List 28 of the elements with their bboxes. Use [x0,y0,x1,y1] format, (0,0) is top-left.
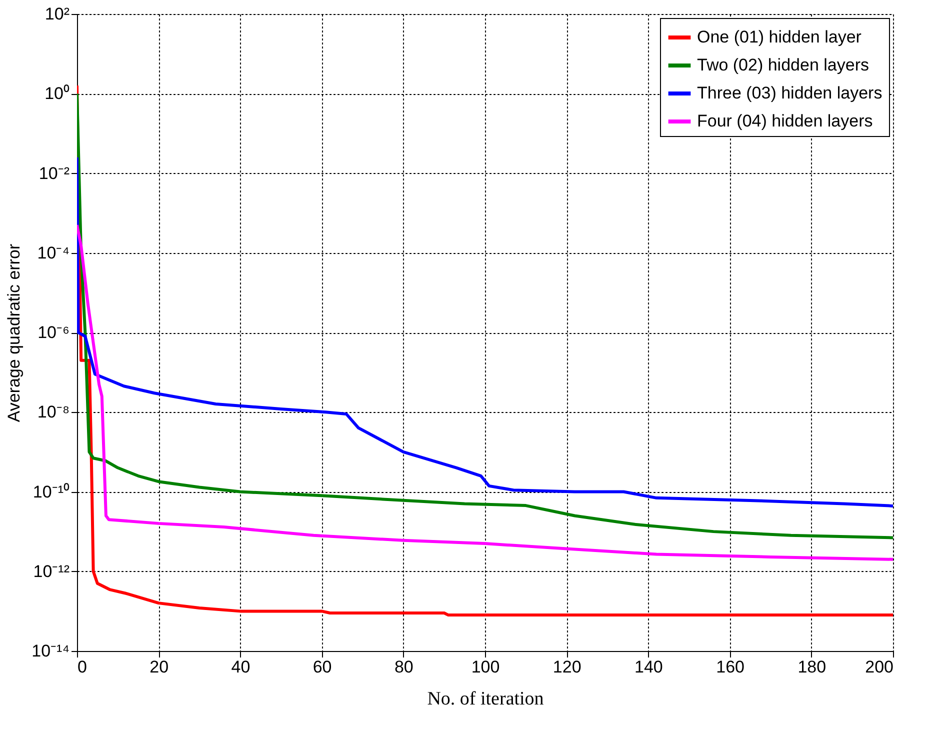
x-axis-title: No. of iteration [427,688,544,710]
legend-label: One (01) hidden layer [697,28,862,46]
y-axis-title: Average quadratic error [4,244,24,422]
x-tick-label: 80 [394,658,414,676]
line-series [77,156,893,508]
x-tick-label: 160 [716,658,744,676]
x-tick-label: 20 [150,658,169,676]
x-tick-label: 0 [78,658,87,676]
x-tick-label: 180 [798,658,826,676]
y-tick-label: 10⁻¹² [33,562,70,581]
legend-label: Three (03) hidden layers [697,84,882,102]
x-tick-label: 100 [471,658,500,676]
y-tick-label: 10⁻¹⁰ [32,482,70,502]
y-tick-label: 10⁻¹⁴ [32,642,70,660]
y-tick-label: 10⁻⁴ [37,243,70,262]
x-tick-label: 200 [865,658,894,676]
y-tick-label: 10⁻⁶ [38,323,70,342]
x-tick-label: 60 [312,658,332,676]
legend-label: Four (04) hidden layers [697,112,873,130]
y-tick-label: 10⁰ [44,84,70,104]
x-tick-label: 140 [634,658,663,676]
x-tick-label: 120 [552,658,582,676]
x-tick-label: 40 [231,658,250,676]
y-tick-label: 10² [44,4,70,24]
legend-label: Two (02) hidden layers [697,56,869,74]
y-tick-label: 10⁻⁸ [37,402,70,422]
line-series [77,224,893,561]
y-tick-label: 10⁻² [38,164,70,183]
